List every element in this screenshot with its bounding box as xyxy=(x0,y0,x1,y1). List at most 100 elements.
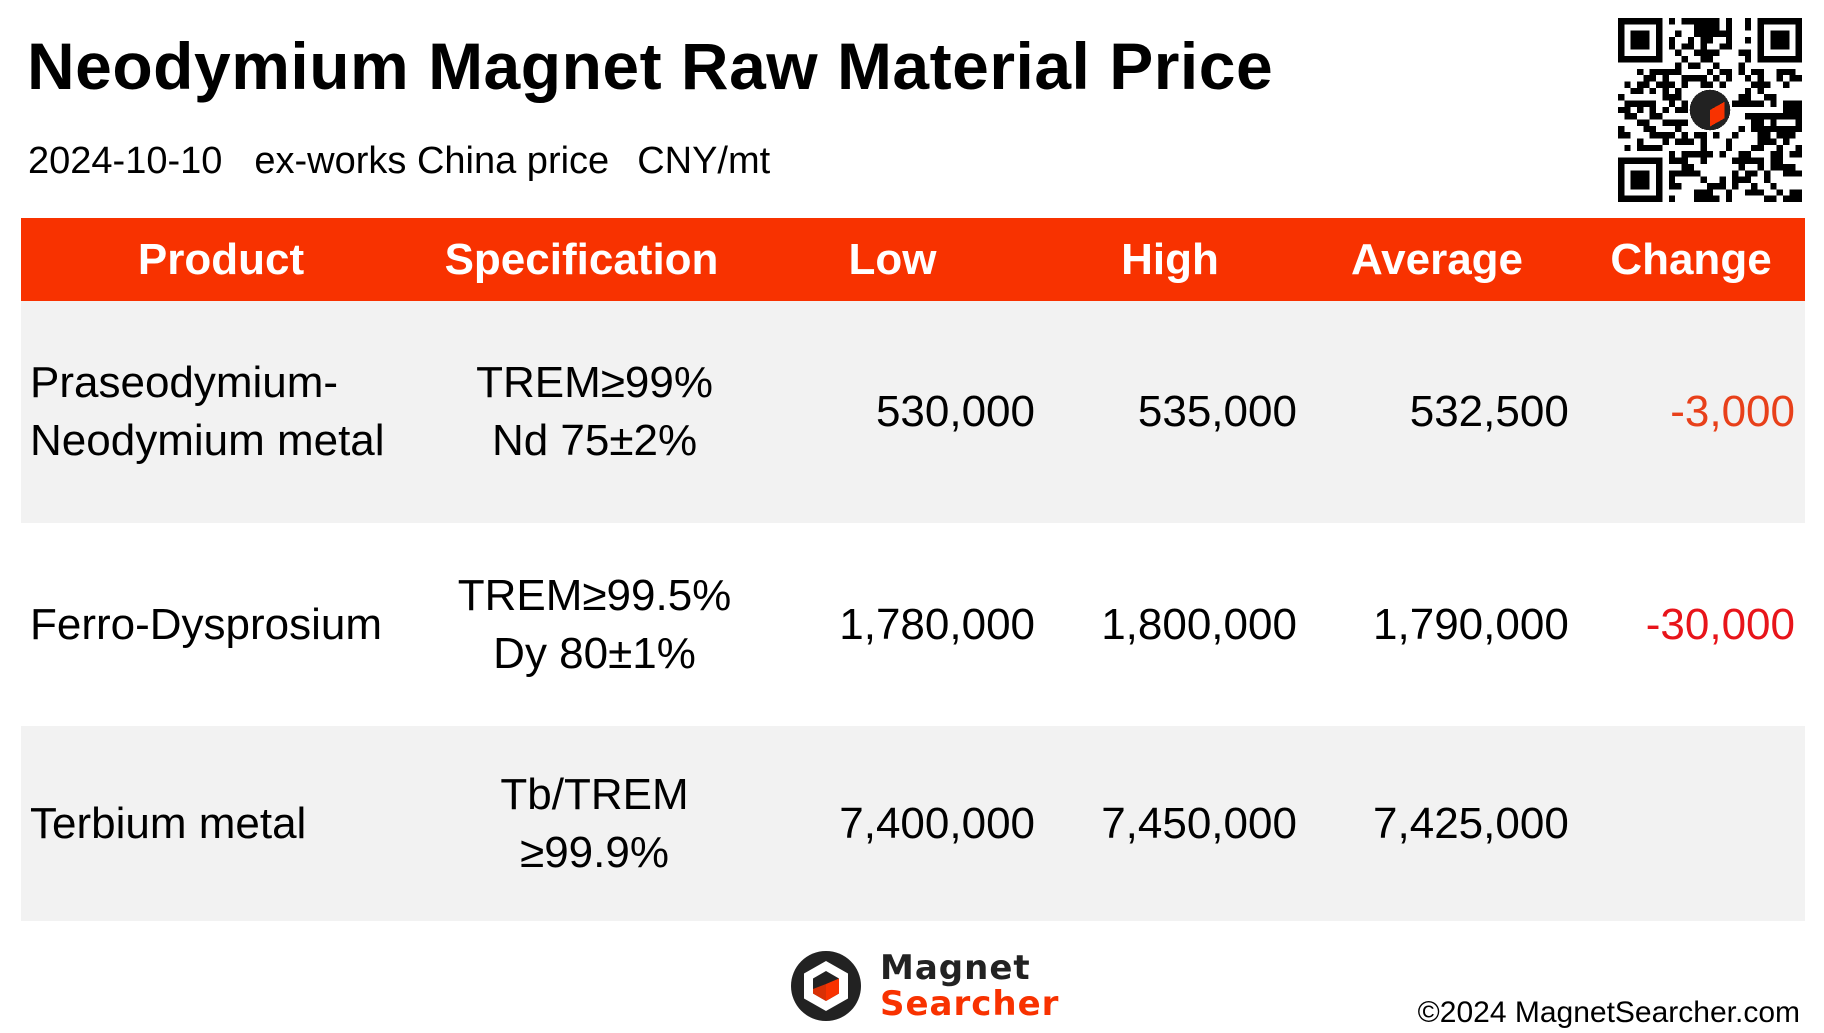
spec-line: TREM≥99% xyxy=(476,358,713,407)
table-row: Praseodymium- Neodymium metal TREM≥99% N… xyxy=(21,301,1805,523)
table-row: Terbium metal Tb/TREM ≥99.9% 7,400,000 7… xyxy=(21,726,1805,921)
qr-module xyxy=(1668,182,1676,190)
qr-module xyxy=(1789,68,1796,76)
qr-module xyxy=(1776,163,1783,171)
qr-module xyxy=(1795,195,1802,202)
qr-module xyxy=(1624,113,1631,120)
logo-wordmark: Magnet Searcher xyxy=(880,950,1059,1022)
qr-module xyxy=(1675,68,1682,76)
qr-module xyxy=(1668,18,1676,25)
qr-module xyxy=(1732,182,1739,190)
qr-module xyxy=(1725,30,1733,38)
qr-module xyxy=(1694,170,1701,177)
qr-module xyxy=(1757,119,1764,126)
qr-module xyxy=(1637,68,1644,76)
price-change: -30,000 xyxy=(1645,599,1795,649)
qr-module xyxy=(1738,125,1745,133)
magnet-searcher-logo[interactable]: Magnet Searcher xyxy=(790,950,1080,1024)
spec-line: ≥99.9% xyxy=(520,827,669,877)
qr-module xyxy=(1751,100,1758,107)
qr-module xyxy=(1649,87,1657,95)
qr-module xyxy=(1719,81,1726,88)
qr-module xyxy=(1732,132,1739,139)
qr-module xyxy=(1725,43,1733,50)
qr-module xyxy=(1675,62,1682,69)
qr-module xyxy=(1763,132,1771,139)
qr-module xyxy=(1776,125,1783,133)
average-price: 532,500 xyxy=(1409,387,1569,436)
product-cell: Terbium metal xyxy=(21,795,418,853)
qr-module xyxy=(1795,119,1802,126)
qr-module xyxy=(1681,100,1688,107)
qr-module xyxy=(1770,138,1777,145)
price-change: -3,000 xyxy=(1670,387,1795,436)
qr-module xyxy=(1744,87,1752,95)
qr-module xyxy=(1770,119,1777,126)
qr-module xyxy=(1618,132,1625,139)
qr-module xyxy=(1662,75,1669,82)
product-name-line: Praseodymium- xyxy=(30,358,339,407)
qr-module xyxy=(1744,189,1752,196)
qr-module xyxy=(1624,81,1631,88)
header-high: High xyxy=(1121,234,1219,284)
average-price: 7,425,000 xyxy=(1373,798,1569,848)
qr-module xyxy=(1687,62,1695,69)
qr-module xyxy=(1662,81,1669,88)
qr-module xyxy=(1782,138,1790,145)
qr-module xyxy=(1662,119,1669,126)
qr-module xyxy=(1732,157,1739,164)
qr-module xyxy=(1725,75,1733,82)
qr-module xyxy=(1700,37,1707,44)
table-header: Product Specification Low High Average C… xyxy=(21,218,1805,301)
qr-module xyxy=(1757,189,1764,196)
qr-module xyxy=(1700,151,1707,158)
qr-module xyxy=(1656,144,1663,152)
qr-module xyxy=(1687,18,1695,25)
qr-module xyxy=(1795,189,1802,196)
qr-module xyxy=(1656,113,1663,120)
qr-module xyxy=(1782,170,1790,177)
qr-module xyxy=(1675,182,1682,190)
qr-module xyxy=(1751,125,1758,133)
qr-module xyxy=(1744,170,1752,177)
qr-center-logo-accent xyxy=(1710,101,1725,127)
qr-module xyxy=(1757,138,1764,145)
qr-module xyxy=(1713,132,1720,139)
qr-module xyxy=(1706,24,1714,31)
qr-module xyxy=(1687,151,1695,158)
spec-cell: Tb/TREM ≥99.9% xyxy=(418,766,771,882)
qr-module xyxy=(1776,113,1783,120)
qr-module xyxy=(1776,75,1783,82)
qr-module xyxy=(1713,75,1720,82)
qr-module xyxy=(1789,170,1796,177)
qr-module xyxy=(1795,144,1802,152)
qr-module xyxy=(1713,49,1720,57)
qr-module xyxy=(1782,106,1790,114)
qr-module xyxy=(1757,157,1764,164)
qr-module xyxy=(1700,24,1707,31)
qr-module xyxy=(1782,125,1790,133)
qr-module xyxy=(1782,81,1790,88)
qr-module xyxy=(1789,75,1796,82)
qr-module xyxy=(1795,75,1802,82)
qr-module xyxy=(1757,163,1764,171)
qr-module xyxy=(1725,189,1733,196)
qr-module xyxy=(1789,195,1796,202)
qr-module xyxy=(1681,81,1688,88)
qr-module xyxy=(1662,87,1669,95)
qr-module xyxy=(1776,157,1783,164)
qr-module xyxy=(1770,30,1790,50)
qr-module xyxy=(1770,151,1777,158)
header-specification: Specification xyxy=(444,234,719,284)
qr-module xyxy=(1706,182,1714,190)
header-change: Change xyxy=(1610,234,1772,284)
qr-module xyxy=(1782,68,1790,76)
qr-module xyxy=(1757,125,1764,133)
qr-module xyxy=(1738,176,1745,183)
low-price: 7,400,000 xyxy=(839,798,1036,848)
qr-module xyxy=(1732,176,1739,183)
qr-code-icon[interactable] xyxy=(1618,18,1802,202)
page-title: Neodymium Magnet Raw Material Price xyxy=(27,29,1274,103)
qr-module xyxy=(1763,195,1771,202)
qr-module xyxy=(1725,37,1733,44)
